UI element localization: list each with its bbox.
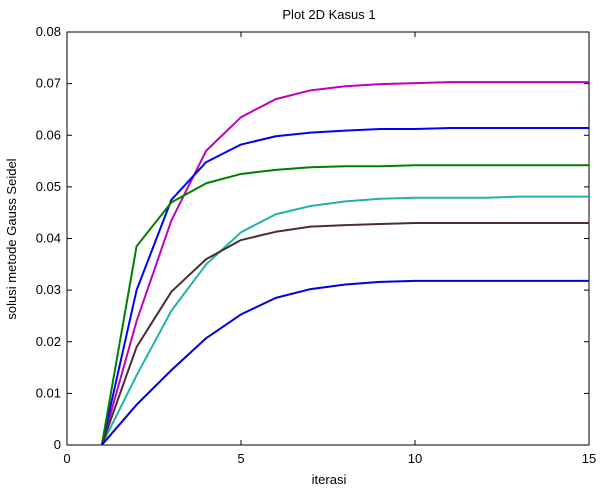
series-line-5 xyxy=(100,222,589,446)
series-line-4 xyxy=(100,195,589,446)
y-tick-label: 0 xyxy=(54,437,61,452)
series-line-6 xyxy=(101,279,589,446)
y-tick-label: 0.03 xyxy=(36,282,61,297)
x-tick-label: 5 xyxy=(237,451,244,466)
chart-title: Plot 2D Kasus 1 xyxy=(282,7,375,22)
tick-layer: 0 5 10 15 0 0.01 0.02 0.03 0.04 0.05 0.06 0.07 0.08 xyxy=(36,24,597,466)
y-tick-label: 0.08 xyxy=(36,24,61,39)
x-axis-label: iterasi xyxy=(312,472,347,487)
y-tick-label: 0.04 xyxy=(36,231,61,246)
series-layer xyxy=(100,81,589,446)
y-tick-label: 0.07 xyxy=(36,76,61,91)
x-tick-label: 0 xyxy=(63,451,70,466)
y-tick-label: 0.01 xyxy=(36,385,61,400)
y-tick-label: 0.02 xyxy=(36,334,61,349)
x-tick-label: 10 xyxy=(408,451,422,466)
y-tick-label: 0.05 xyxy=(36,179,61,194)
x-tick-label: 15 xyxy=(582,451,596,466)
series-line-2 xyxy=(100,127,589,446)
plot-frame xyxy=(66,31,590,446)
y-tick-label: 0.06 xyxy=(36,127,61,142)
series-line-1 xyxy=(100,81,589,446)
series-line-3 xyxy=(100,164,589,446)
y-axis-label: solusi metode Gauss Seidel xyxy=(4,158,19,319)
